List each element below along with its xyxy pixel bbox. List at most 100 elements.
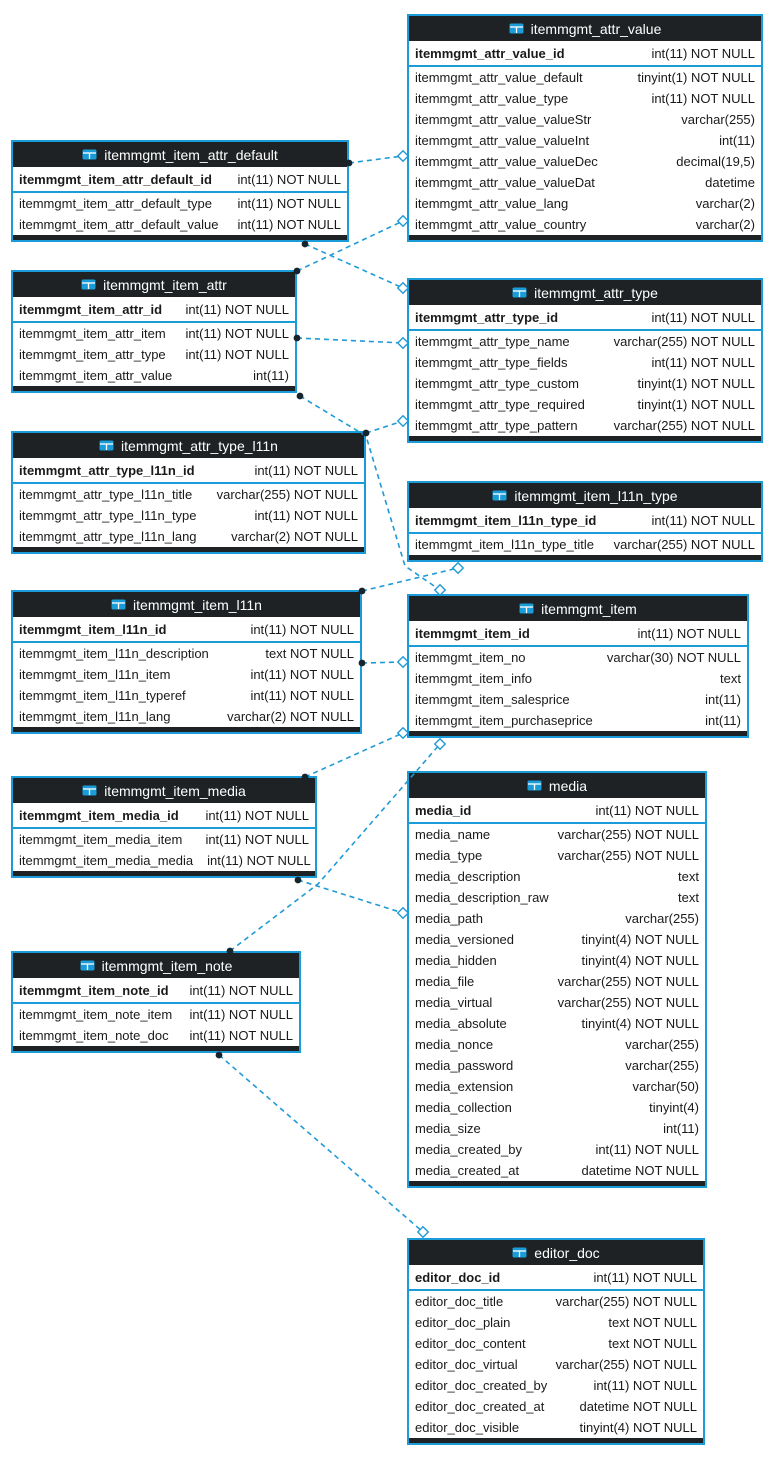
- relation-itemmgmt_item_note--editor_doc[interactable]: [215, 1051, 430, 1239]
- er-table-header[interactable]: itemmgmt_item_attr: [13, 272, 295, 297]
- primary-key-row[interactable]: itemmgmt_item_note_id int(11) NOT NULL: [13, 978, 299, 1004]
- er-table-header[interactable]: itemmgmt_attr_type_l11n: [13, 433, 364, 458]
- field-row[interactable]: media_created_by int(11) NOT NULL: [409, 1139, 705, 1160]
- field-row[interactable]: editor_doc_title varchar(255) NOT NULL: [409, 1291, 703, 1312]
- field-row[interactable]: media_description text: [409, 866, 705, 887]
- field-row[interactable]: itemmgmt_attr_type_pattern varchar(255) N…: [409, 415, 761, 436]
- field-row[interactable]: itemmgmt_item_attr_value int(11): [13, 365, 295, 386]
- er-table-header[interactable]: itemmgmt_item_media: [13, 778, 315, 803]
- primary-key-row[interactable]: itemmgmt_attr_type_l11n_id int(11) NOT N…: [13, 458, 364, 484]
- primary-key-row[interactable]: editor_doc_id int(11) NOT NULL: [409, 1265, 703, 1291]
- field-row[interactable]: itemmgmt_attr_value_valueStr varchar(255): [409, 109, 761, 130]
- relation-line[interactable]: [218, 1054, 424, 1233]
- relation-itemmgmt_item_attr_default--itemmgmt_attr_type[interactable]: [301, 240, 410, 295]
- relation-line[interactable]: [304, 243, 404, 289]
- field-row[interactable]: itemmgmt_attr_type_l11n_type int(11) NOT …: [13, 505, 364, 526]
- field-row[interactable]: itemmgmt_item_salesprice int(11): [409, 689, 747, 710]
- field-row[interactable]: itemmgmt_item_l11n_item int(11) NOT NULL: [13, 664, 360, 685]
- relation-itemmgmt_item_media--itemmgmt_item[interactable]: [301, 726, 410, 781]
- relation-itemmgmt_item_l11n--itemmgmt_item_l11n_type[interactable]: [358, 561, 465, 595]
- field-row[interactable]: editor_doc_plain text NOT NULL: [409, 1312, 703, 1333]
- primary-key-row[interactable]: itemmgmt_item_attr_default_id int(11) NO…: [13, 167, 347, 193]
- relation-line[interactable]: [348, 155, 404, 164]
- field-row[interactable]: itemmgmt_item_info text: [409, 668, 747, 689]
- primary-key-row[interactable]: itemmgmt_item_attr_id int(11) NOT NULL: [13, 297, 295, 323]
- field-row[interactable]: itemmgmt_item_media_item int(11) NOT NULL: [13, 829, 315, 850]
- field-row[interactable]: itemmgmt_item_l11n_typeref int(11) NOT NU…: [13, 685, 360, 706]
- relation-itemmgmt_item_media--media[interactable]: [294, 876, 410, 920]
- primary-key-row[interactable]: itemmgmt_item_l11n_id int(11) NOT NULL: [13, 617, 360, 643]
- field-row[interactable]: itemmgmt_attr_value_country varchar(2): [409, 214, 761, 235]
- er-table-header[interactable]: itemmgmt_attr_value: [409, 16, 761, 41]
- field-row[interactable]: itemmgmt_item_l11n_type_title varchar(255…: [409, 534, 761, 555]
- field-row[interactable]: itemmgmt_item_attr_type int(11) NOT NULL: [13, 344, 295, 365]
- er-table-itemmgmt_item_note[interactable]: itemmgmt_item_note itemmgmt_item_note_id…: [11, 951, 301, 1053]
- relation-itemmgmt_item_l11n--itemmgmt_item[interactable]: [358, 655, 410, 669]
- field-row[interactable]: itemmgmt_item_note_doc int(11) NOT NULL: [13, 1025, 299, 1046]
- primary-key-row[interactable]: itemmgmt_item_media_id int(11) NOT NULL: [13, 803, 315, 829]
- primary-key-row[interactable]: itemmgmt_item_l11n_type_id int(11) NOT N…: [409, 508, 761, 534]
- relation-line[interactable]: [304, 732, 404, 778]
- field-row[interactable]: editor_doc_content text NOT NULL: [409, 1333, 703, 1354]
- er-table-header[interactable]: itemmgmt_item_l11n: [13, 592, 360, 617]
- field-row[interactable]: media_collection tinyint(4): [409, 1097, 705, 1118]
- field-row[interactable]: itemmgmt_attr_value_default tinyint(1) NO…: [409, 67, 761, 88]
- field-row[interactable]: editor_doc_virtual varchar(255) NOT NULL: [409, 1354, 703, 1375]
- er-table-itemmgmt_attr_type[interactable]: itemmgmt_attr_type itemmgmt_attr_type_id…: [407, 278, 763, 443]
- field-row[interactable]: itemmgmt_attr_value_valueDat datetime: [409, 172, 761, 193]
- relation-line[interactable]: [296, 337, 404, 344]
- field-row[interactable]: editor_doc_created_at datetime NOT NULL: [409, 1396, 703, 1417]
- er-table-itemmgmt_item_l11n[interactable]: itemmgmt_item_l11n itemmgmt_item_l11n_id…: [11, 590, 362, 734]
- field-row[interactable]: itemmgmt_item_note_item int(11) NOT NULL: [13, 1004, 299, 1025]
- field-row[interactable]: editor_doc_created_by int(11) NOT NULL: [409, 1375, 703, 1396]
- er-table-itemmgmt_item_attr[interactable]: itemmgmt_item_attr itemmgmt_item_attr_id…: [11, 270, 297, 393]
- relation-line[interactable]: [361, 567, 459, 592]
- field-row[interactable]: media_description_raw text: [409, 887, 705, 908]
- er-table-header[interactable]: media: [409, 773, 705, 798]
- er-table-header[interactable]: itemmgmt_item_attr_default: [13, 142, 347, 167]
- field-row[interactable]: media_password varchar(255): [409, 1055, 705, 1076]
- field-row[interactable]: editor_doc_visible tinyint(4) NOT NULL: [409, 1417, 703, 1438]
- field-row[interactable]: itemmgmt_item_media_media int(11) NOT NUL…: [13, 850, 315, 871]
- field-row[interactable]: itemmgmt_item_purchaseprice int(11): [409, 710, 747, 731]
- er-table-editor_doc[interactable]: editor_doc editor_doc_id int(11) NOT NUL…: [407, 1238, 705, 1445]
- relation-line[interactable]: [297, 879, 404, 914]
- field-row[interactable]: media_nonce varchar(255): [409, 1034, 705, 1055]
- relation-itemmgmt_item_attr_default--itemmgmt_attr_value[interactable]: [345, 149, 410, 167]
- field-row[interactable]: media_file varchar(255) NOT NULL: [409, 971, 705, 992]
- primary-key-row[interactable]: itemmgmt_item_id int(11) NOT NULL: [409, 621, 747, 647]
- field-row[interactable]: itemmgmt_attr_type_name varchar(255) NOT …: [409, 331, 761, 352]
- field-row[interactable]: media_type varchar(255) NOT NULL: [409, 845, 705, 866]
- field-row[interactable]: media_name varchar(255) NOT NULL: [409, 824, 705, 845]
- er-table-header[interactable]: itemmgmt_item_note: [13, 953, 299, 978]
- field-row[interactable]: itemmgmt_attr_type_required tinyint(1) NO…: [409, 394, 761, 415]
- field-row[interactable]: media_extension varchar(50): [409, 1076, 705, 1097]
- er-table-itemmgmt_attr_value[interactable]: itemmgmt_attr_value itemmgmt_attr_value_…: [407, 14, 763, 242]
- field-row[interactable]: itemmgmt_item_attr_default_value int(11) …: [13, 214, 347, 235]
- field-row[interactable]: itemmgmt_item_l11n_description text NOT N…: [13, 643, 360, 664]
- er-table-media[interactable]: media media_id int(11) NOT NULL media_na…: [407, 771, 707, 1188]
- field-row[interactable]: itemmgmt_item_l11n_lang varchar(2) NOT NU…: [13, 706, 360, 727]
- field-row[interactable]: itemmgmt_attr_type_custom tinyint(1) NOT …: [409, 373, 761, 394]
- er-table-itemmgmt_item_media[interactable]: itemmgmt_item_media itemmgmt_item_media_…: [11, 776, 317, 878]
- relation-line[interactable]: [361, 661, 404, 664]
- relation-itemmgmt_item_attr--itemmgmt_attr_type[interactable]: [293, 334, 410, 350]
- er-table-itemmgmt_attr_type_l11n[interactable]: itemmgmt_attr_type_l11n itemmgmt_attr_ty…: [11, 431, 366, 554]
- field-row[interactable]: itemmgmt_attr_value_valueDec decimal(19,5…: [409, 151, 761, 172]
- relation-line[interactable]: [365, 420, 404, 434]
- field-row[interactable]: media_created_at datetime NOT NULL: [409, 1160, 705, 1181]
- field-row[interactable]: media_hidden tinyint(4) NOT NULL: [409, 950, 705, 971]
- er-table-itemmgmt_item_attr_default[interactable]: itemmgmt_item_attr_default itemmgmt_item…: [11, 140, 349, 242]
- field-row[interactable]: itemmgmt_attr_value_valueInt int(11): [409, 130, 761, 151]
- er-table-header[interactable]: editor_doc: [409, 1240, 703, 1265]
- field-row[interactable]: itemmgmt_attr_type_fields int(11) NOT NUL…: [409, 352, 761, 373]
- primary-key-row[interactable]: media_id int(11) NOT NULL: [409, 798, 705, 824]
- er-table-itemmgmt_item[interactable]: itemmgmt_item itemmgmt_item_id int(11) N…: [407, 594, 749, 738]
- field-row[interactable]: itemmgmt_attr_type_l11n_title varchar(255…: [13, 484, 364, 505]
- field-row[interactable]: itemmgmt_item_no varchar(30) NOT NULL: [409, 647, 747, 668]
- field-row[interactable]: itemmgmt_attr_value_type int(11) NOT NULL: [409, 88, 761, 109]
- primary-key-row[interactable]: itemmgmt_attr_value_id int(11) NOT NULL: [409, 41, 761, 67]
- er-table-header[interactable]: itemmgmt_attr_type: [409, 280, 761, 305]
- field-row[interactable]: media_versioned tinyint(4) NOT NULL: [409, 929, 705, 950]
- field-row[interactable]: media_size int(11): [409, 1118, 705, 1139]
